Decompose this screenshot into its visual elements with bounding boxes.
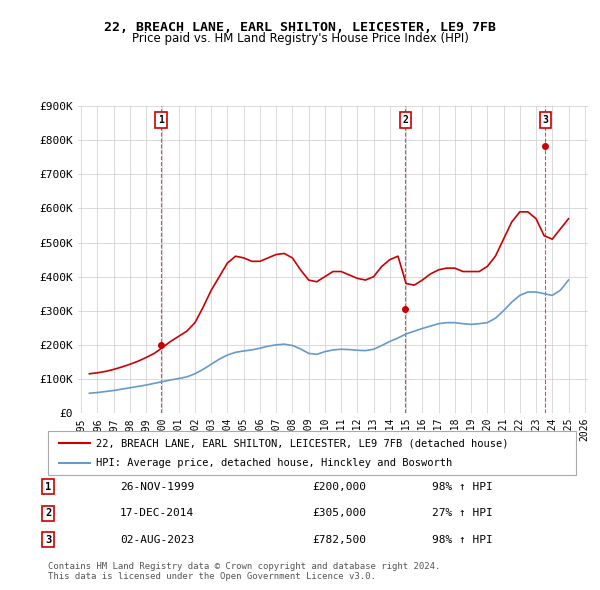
- Text: £782,500: £782,500: [312, 535, 366, 545]
- Text: 1: 1: [158, 116, 164, 126]
- Text: Price paid vs. HM Land Registry's House Price Index (HPI): Price paid vs. HM Land Registry's House …: [131, 32, 469, 45]
- Text: 2: 2: [403, 116, 409, 126]
- Text: 3: 3: [542, 116, 548, 126]
- Text: Contains HM Land Registry data © Crown copyright and database right 2024.
This d: Contains HM Land Registry data © Crown c…: [48, 562, 440, 581]
- Text: 26-NOV-1999: 26-NOV-1999: [120, 482, 194, 491]
- Text: 02-AUG-2023: 02-AUG-2023: [120, 535, 194, 545]
- FancyBboxPatch shape: [48, 431, 576, 475]
- Text: 17-DEC-2014: 17-DEC-2014: [120, 509, 194, 518]
- Text: 22, BREACH LANE, EARL SHILTON, LEICESTER, LE9 7FB: 22, BREACH LANE, EARL SHILTON, LEICESTER…: [104, 21, 496, 34]
- Text: 2: 2: [45, 509, 51, 518]
- Text: 27% ↑ HPI: 27% ↑ HPI: [432, 509, 493, 518]
- Text: 3: 3: [45, 535, 51, 545]
- Text: HPI: Average price, detached house, Hinckley and Bosworth: HPI: Average price, detached house, Hinc…: [95, 458, 452, 467]
- Text: £200,000: £200,000: [312, 482, 366, 491]
- Text: £305,000: £305,000: [312, 509, 366, 518]
- Text: 98% ↑ HPI: 98% ↑ HPI: [432, 535, 493, 545]
- Text: 1: 1: [45, 482, 51, 491]
- Text: 98% ↑ HPI: 98% ↑ HPI: [432, 482, 493, 491]
- Text: 22, BREACH LANE, EARL SHILTON, LEICESTER, LE9 7FB (detached house): 22, BREACH LANE, EARL SHILTON, LEICESTER…: [95, 438, 508, 448]
